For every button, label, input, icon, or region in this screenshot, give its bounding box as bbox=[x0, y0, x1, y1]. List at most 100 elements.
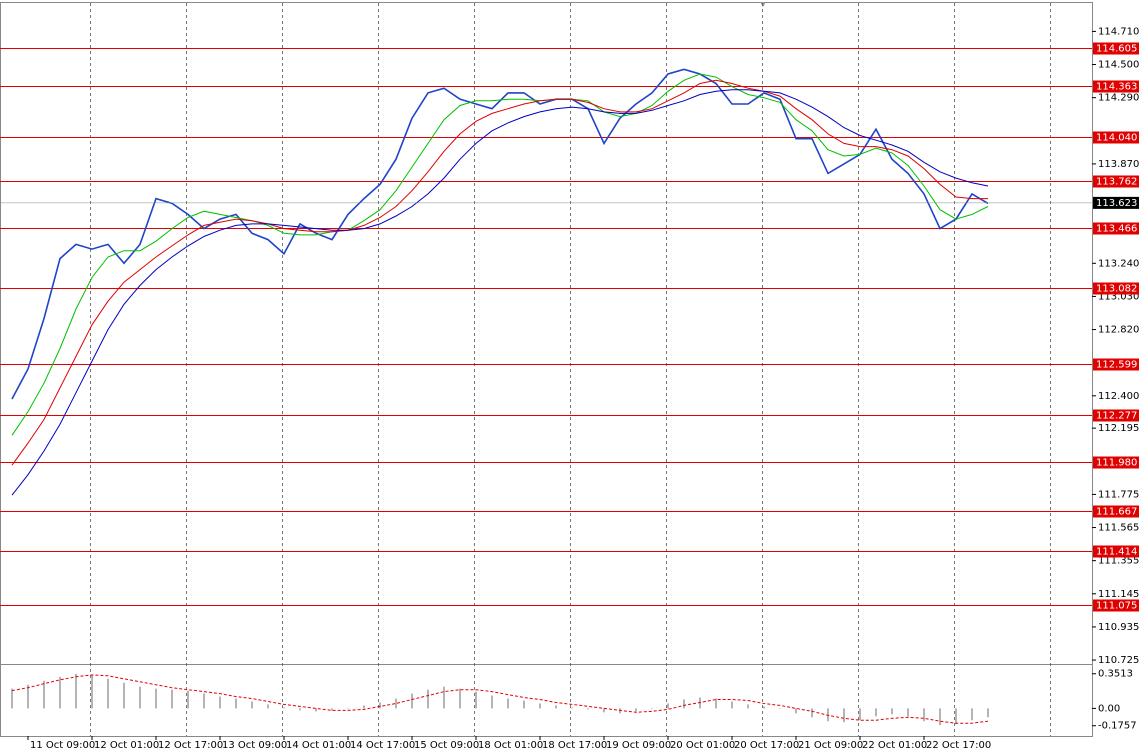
histogram-bar bbox=[779, 708, 781, 709]
series-line bbox=[11, 674, 989, 724]
level-label: 113.466 bbox=[1096, 224, 1137, 235]
histogram-bar bbox=[651, 708, 653, 709]
histogram-bar bbox=[587, 708, 589, 710]
histogram-bar bbox=[987, 708, 989, 718]
level-label: 113.082 bbox=[1096, 284, 1137, 295]
histogram-bar bbox=[251, 701, 253, 709]
histogram-bar bbox=[635, 708, 637, 712]
histogram-bar bbox=[571, 707, 573, 709]
histogram-bar bbox=[347, 708, 349, 709]
histogram-bar bbox=[395, 698, 397, 709]
x-tick-label: 14 Oct 17:00 bbox=[350, 740, 415, 751]
y-tick-label: 113.240 bbox=[1098, 258, 1139, 269]
histogram-bar bbox=[155, 688, 157, 709]
y-tick-label: 111.775 bbox=[1098, 489, 1139, 500]
histogram-bar bbox=[859, 708, 861, 721]
x-tick-label: 12 Oct 17:00 bbox=[158, 740, 223, 751]
level-tag bbox=[1093, 599, 1139, 612]
histogram-bar bbox=[59, 676, 61, 709]
histogram-bar bbox=[731, 701, 733, 709]
x-tick-label: 22 Oct 17:00 bbox=[926, 740, 991, 751]
histogram-bar bbox=[491, 695, 493, 709]
y-tick-label: 112.820 bbox=[1098, 325, 1139, 336]
histogram-bar bbox=[27, 684, 29, 709]
level-label: 111.980 bbox=[1096, 458, 1137, 469]
y-tick-label: -0.1757 bbox=[1098, 721, 1137, 732]
level-label: 112.599 bbox=[1096, 360, 1137, 371]
histogram-bar bbox=[875, 708, 877, 717]
level-tag bbox=[1093, 175, 1139, 188]
histogram-bar bbox=[891, 708, 893, 715]
x-tick-label: 18 Oct 17:00 bbox=[542, 740, 607, 751]
level-label: 112.277 bbox=[1096, 411, 1137, 422]
series-line bbox=[11, 73, 989, 436]
last-price-label: 113.623 bbox=[1096, 198, 1137, 209]
y-tick-label: 112.400 bbox=[1098, 391, 1139, 402]
histogram-bar bbox=[971, 708, 973, 721]
y-tick-label: 111.355 bbox=[1098, 556, 1139, 567]
level-tag bbox=[1093, 42, 1139, 55]
level-tag bbox=[1093, 545, 1139, 558]
histogram-bar bbox=[43, 680, 45, 709]
y-tick-label: 0.00 bbox=[1098, 703, 1120, 714]
histogram-bar bbox=[283, 707, 285, 709]
histogram-bar bbox=[667, 703, 669, 709]
histogram-bar bbox=[523, 700, 525, 709]
level-tag bbox=[1093, 131, 1139, 144]
y-tick-label: 112.195 bbox=[1098, 423, 1139, 434]
histogram-bar bbox=[411, 693, 413, 709]
plot-frame bbox=[0, 2, 1093, 737]
histogram-bar bbox=[171, 689, 173, 709]
level-label: 114.605 bbox=[1096, 44, 1137, 55]
level-label: 111.414 bbox=[1096, 547, 1137, 558]
x-tick-label: 14 Oct 01:00 bbox=[286, 740, 351, 751]
x-tick-label: 11 Oct 09:00 bbox=[30, 740, 95, 751]
y-tick-label: 111.145 bbox=[1098, 589, 1139, 600]
histogram-bar bbox=[923, 708, 925, 722]
y-tick-label: 114.290 bbox=[1098, 93, 1139, 104]
y-tick-label: 113.870 bbox=[1098, 159, 1139, 170]
level-tag bbox=[1093, 282, 1139, 295]
level-label: 114.363 bbox=[1096, 82, 1137, 93]
histogram-bar bbox=[747, 704, 749, 709]
y-tick-label: 110.935 bbox=[1098, 622, 1139, 633]
level-tag bbox=[1093, 358, 1139, 371]
x-tick-label: 21 Oct 09:00 bbox=[798, 740, 863, 751]
histogram-bar bbox=[475, 691, 477, 709]
x-tick-label: 13 Oct 09:00 bbox=[222, 740, 287, 751]
level-tag bbox=[1093, 505, 1139, 518]
level-label: 114.040 bbox=[1096, 133, 1137, 144]
histogram-bar bbox=[507, 698, 509, 709]
histogram-bar bbox=[91, 674, 93, 709]
histogram-bar bbox=[459, 688, 461, 709]
level-label: 111.667 bbox=[1096, 507, 1137, 518]
histogram-bar bbox=[299, 708, 301, 711]
histogram-bar bbox=[603, 708, 605, 713]
last-price-tag bbox=[1093, 196, 1139, 209]
y-tick-label: 111.565 bbox=[1098, 523, 1139, 534]
shift-marker bbox=[760, 2, 766, 7]
histogram-bar bbox=[907, 708, 909, 717]
histogram-bar bbox=[843, 708, 845, 723]
histogram-bar bbox=[939, 708, 941, 726]
x-tick-label: 12 Oct 01:00 bbox=[94, 740, 159, 751]
histogram-bar bbox=[315, 708, 317, 712]
level-label: 111.075 bbox=[1096, 601, 1137, 612]
histogram-bar bbox=[443, 686, 445, 709]
x-tick-label: 18 Oct 01:00 bbox=[478, 740, 543, 751]
x-tick-label: 20 Oct 01:00 bbox=[670, 740, 735, 751]
histogram-bar bbox=[427, 689, 429, 709]
histogram-bar bbox=[763, 706, 765, 709]
x-tick-label: 22 Oct 01:00 bbox=[862, 740, 927, 751]
histogram-bar bbox=[75, 673, 77, 709]
histogram-bar bbox=[379, 702, 381, 709]
y-tick-label: 114.500 bbox=[1098, 60, 1139, 71]
histogram-bar bbox=[11, 688, 13, 709]
histogram-bar bbox=[683, 699, 685, 709]
price-line bbox=[11, 68, 989, 400]
level-label: 113.762 bbox=[1096, 177, 1137, 188]
level-tag bbox=[1093, 80, 1139, 93]
histogram-bar bbox=[123, 682, 125, 709]
